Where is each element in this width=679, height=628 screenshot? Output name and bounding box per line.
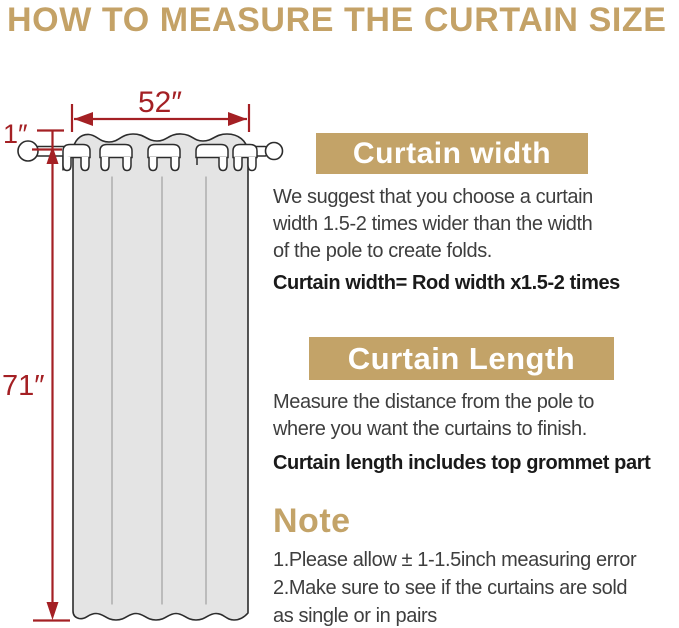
- grommet-tab: [147, 143, 181, 172]
- note-item-continued: as single or in pairs: [273, 605, 437, 627]
- grommet-tab: [99, 143, 133, 172]
- note-item: 1.Please allow ± 1-1.5inch measuring err…: [273, 549, 637, 571]
- rod-width-label: 52″: [138, 86, 182, 119]
- note-heading: Note: [273, 502, 351, 540]
- curtain-width-heading: Curtain width: [316, 133, 588, 174]
- fold-lines: [111, 176, 207, 605]
- curtain-length-body: Measure the distance from the pole to wh…: [273, 391, 594, 440]
- curtain-width-heading-label: Curtain width: [352, 137, 552, 170]
- header-label: 1″: [3, 119, 28, 149]
- curtain-panel: [72, 133, 249, 621]
- note-item: 2.Make sure to see if the curtains are s…: [273, 577, 628, 599]
- length-dimension: 71″: [2, 130, 70, 622]
- grommet-tab: [62, 143, 91, 172]
- curtain-width-formula: Curtain width= Rod width x1.5-2 times: [273, 272, 620, 294]
- grommet-tabs: [62, 143, 258, 172]
- curtain-length-formula: Curtain length includes top grommet part: [273, 452, 651, 474]
- note-list: 1.Please allow ± 1-1.5inch measuring err…: [273, 546, 637, 628]
- page-title: HOW TO MEASURE THE CURTAIN SIZE: [7, 1, 667, 39]
- grommet-tab: [195, 143, 229, 172]
- width-dimension: 52″: [70, 86, 251, 132]
- curtain-length-heading: Curtain Length: [309, 337, 614, 380]
- grommet-tab: [232, 143, 258, 172]
- curtain-length-heading-label: Curtain Length: [347, 341, 576, 376]
- curtain-diagram: 52″: [2, 86, 284, 622]
- curtain-length-label: 71″: [2, 370, 45, 402]
- curtain-width-body: We suggest that you choose a curtain wid…: [273, 186, 593, 262]
- rod-finial-left: [17, 140, 39, 162]
- rod-finial-right: [264, 141, 284, 161]
